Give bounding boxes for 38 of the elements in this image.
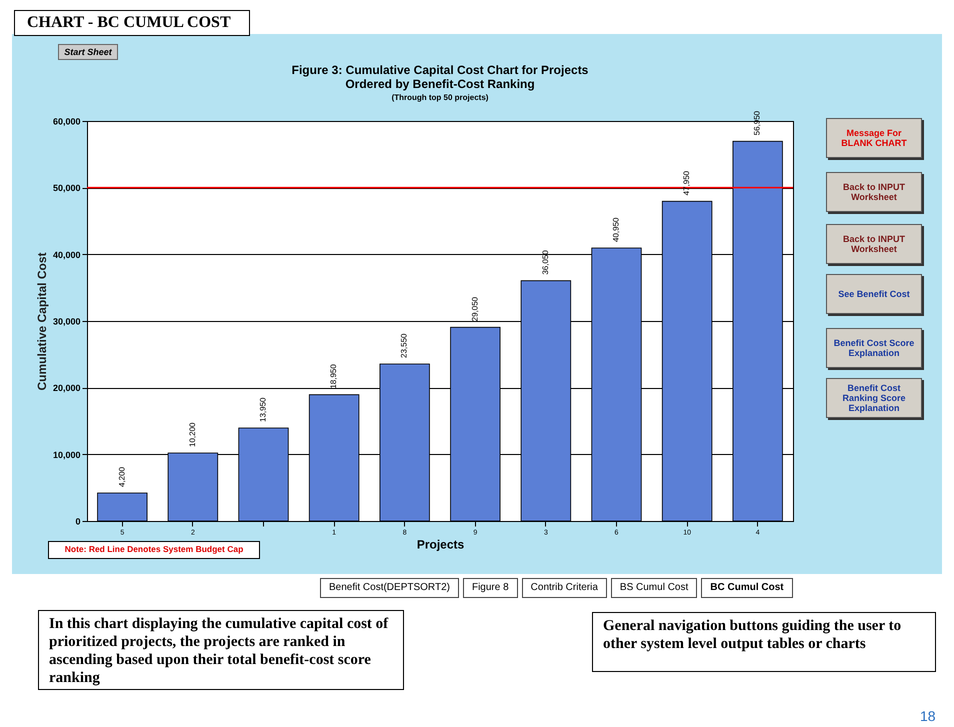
x-axis-title: Projects xyxy=(416,538,464,552)
text: BS Cumul Cost xyxy=(610,578,698,598)
chart-subtitle: (Through top 50 projects) xyxy=(392,92,489,102)
text: Note: Red Line Denotes System Budget Cap xyxy=(48,541,260,559)
text: Contrib Criteria xyxy=(522,578,607,598)
data-label: 36,050 xyxy=(540,250,550,275)
y-axis-title: Cumulative Capital Cost xyxy=(34,252,49,391)
y-tick-label: 30,000 xyxy=(52,316,80,326)
text: Figure 3: Cumulative Capital Cost Chart for Projects xyxy=(292,62,588,77)
y-tick-label: 20,000 xyxy=(52,383,80,394)
caption: Figure 8 xyxy=(462,578,518,598)
data-label: 18,950 xyxy=(329,364,338,389)
data-label: 23,550 xyxy=(400,332,409,358)
data-label: 40,950 xyxy=(612,216,620,242)
text: See Benefit Cost xyxy=(826,274,922,314)
data-label: 29,050 xyxy=(470,296,480,322)
text: Back to INPUT Worksheet xyxy=(826,224,922,264)
text: 18 xyxy=(920,708,936,724)
y-tick-label: 60,000 xyxy=(52,116,80,126)
data-label: 10,200 xyxy=(188,422,197,447)
data-label: 47,950 xyxy=(682,170,692,196)
y-tick-label: 40,000 xyxy=(52,250,80,260)
text: Benefit Cost Score Explanation xyxy=(826,328,922,368)
y-tick-label: 0 xyxy=(75,516,80,526)
text: General navigation buttons guiding the user to other system level output tables or charts xyxy=(592,612,936,672)
text: CHART - BC CUMUL COST xyxy=(14,10,250,36)
text: In this chart displaying the cumulative capital cost of prioritized projects, the projects are ranked in ascending based upon their total benefit-cost score ranking xyxy=(38,610,404,690)
data-label: 4,200 xyxy=(117,466,126,487)
y-tick-label: 50,000 xyxy=(52,183,80,194)
text: Benefit Cost Ranking Score Explanation xyxy=(826,378,922,418)
y-tick-label: 10,000 xyxy=(52,450,80,460)
text: Benefit Cost(DEPTSORT2) xyxy=(320,578,459,598)
text: BC Cumul Cost xyxy=(701,578,793,598)
data-label: 13,950 xyxy=(258,396,268,422)
text: Message For BLANK CHART xyxy=(826,118,922,158)
text: Ordered by Benefit-Cost Ranking xyxy=(345,76,535,91)
text: Start Sheet xyxy=(58,44,118,60)
text: Back to INPUT Worksheet xyxy=(826,172,922,212)
